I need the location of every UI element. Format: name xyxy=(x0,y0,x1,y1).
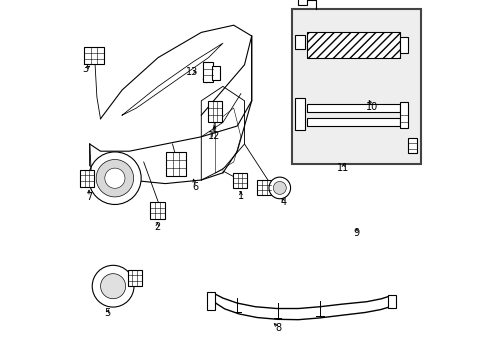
Bar xyxy=(399,102,407,128)
Bar xyxy=(295,98,305,130)
Text: 10: 10 xyxy=(366,102,378,112)
Bar xyxy=(387,295,396,308)
Text: 5: 5 xyxy=(103,308,110,318)
Text: 2: 2 xyxy=(154,222,160,232)
Bar xyxy=(306,104,399,112)
Bar xyxy=(233,173,246,188)
Circle shape xyxy=(92,265,134,307)
Bar xyxy=(80,170,94,187)
Bar xyxy=(206,292,214,310)
Bar xyxy=(127,270,141,286)
Text: 8: 8 xyxy=(275,323,281,333)
Text: 3: 3 xyxy=(82,64,88,74)
Text: 9: 9 xyxy=(353,228,359,238)
Circle shape xyxy=(104,168,125,188)
Text: 1: 1 xyxy=(237,191,244,201)
Circle shape xyxy=(88,152,141,204)
Circle shape xyxy=(96,159,133,197)
Bar xyxy=(208,101,222,122)
Bar xyxy=(150,202,164,219)
Bar xyxy=(257,180,270,195)
Bar xyxy=(292,9,420,164)
Bar xyxy=(212,66,220,80)
Bar xyxy=(166,152,185,176)
Text: 12: 12 xyxy=(207,131,220,141)
Bar xyxy=(399,37,407,53)
Text: 13: 13 xyxy=(186,67,198,77)
Bar xyxy=(306,32,399,58)
Bar xyxy=(295,35,305,49)
Circle shape xyxy=(268,177,290,199)
Circle shape xyxy=(101,274,125,299)
Bar xyxy=(306,118,399,126)
Bar xyxy=(297,0,306,5)
Circle shape xyxy=(273,181,285,194)
Text: 7: 7 xyxy=(86,192,92,202)
Text: 6: 6 xyxy=(192,182,199,192)
Text: 11: 11 xyxy=(337,163,349,174)
Bar xyxy=(203,62,212,82)
Bar xyxy=(407,138,416,153)
Bar xyxy=(84,47,104,64)
Text: 4: 4 xyxy=(281,197,286,207)
